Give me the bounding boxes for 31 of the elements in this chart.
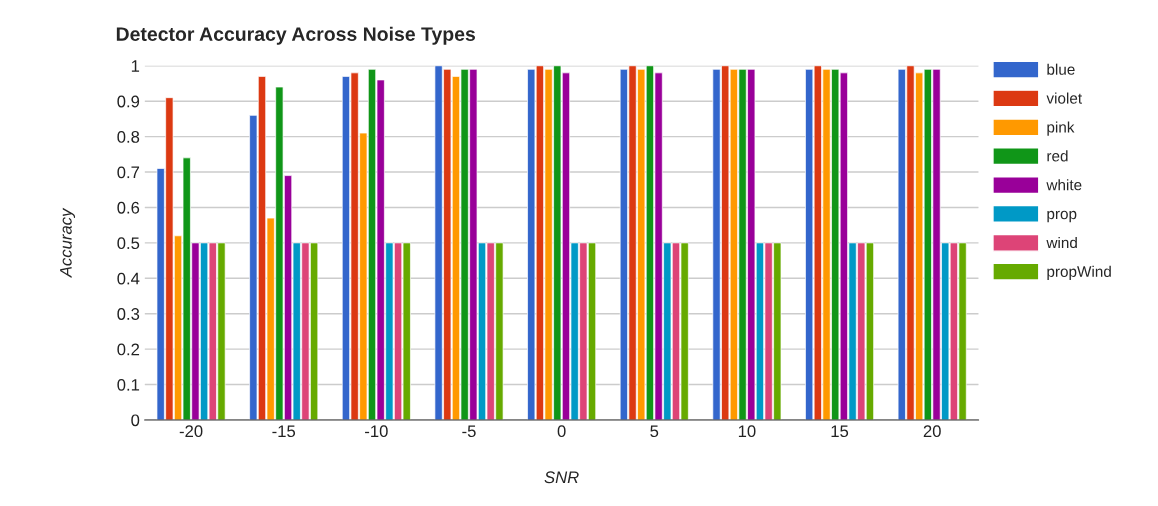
- legend-label: pink: [1047, 121, 1075, 136]
- y-tick-label: 0.9: [117, 95, 140, 108]
- y-tick-label: 0.1: [117, 378, 140, 391]
- legend-label: violet: [1046, 92, 1082, 104]
- legend-label: wind: [1046, 236, 1077, 249]
- y-tick-label: 0.8: [117, 131, 140, 143]
- legend-label: prop: [1047, 210, 1077, 223]
- x-tick-label: 10: [738, 425, 756, 438]
- y-tick-label: 0.4: [117, 272, 140, 285]
- y-tick-label: 0: [131, 414, 140, 427]
- y-tick-label: 0.5: [117, 237, 140, 250]
- y-tick-label: 0.7: [117, 166, 140, 179]
- legend-label: blue: [1047, 63, 1075, 75]
- x-tick-label: 15: [831, 425, 849, 438]
- x-tick-label: -5: [462, 425, 476, 438]
- y-tick-label: 1: [131, 60, 140, 72]
- x-tick-label: 0: [557, 425, 566, 438]
- y-axis-title: Accuracy: [60, 207, 76, 278]
- y-tick-label: 0.3: [117, 308, 140, 320]
- legend-label: red: [1047, 150, 1068, 162]
- x-axis-title: SNR: [544, 471, 579, 484]
- y-tick-label: 0.2: [117, 343, 140, 356]
- x-tick-label: 5: [650, 425, 659, 438]
- x-tick-label: -20: [179, 425, 203, 438]
- y-tick-label: 0.6: [117, 201, 140, 214]
- x-tick-label: -15: [272, 425, 296, 438]
- legend-label: white: [1046, 179, 1082, 191]
- x-tick-label: -10: [365, 425, 388, 438]
- x-tick-label: 20: [923, 425, 941, 438]
- legend-label: propWind: [1047, 265, 1111, 280]
- chart-title: Detector Accuracy Across Noise Types: [116, 26, 475, 45]
